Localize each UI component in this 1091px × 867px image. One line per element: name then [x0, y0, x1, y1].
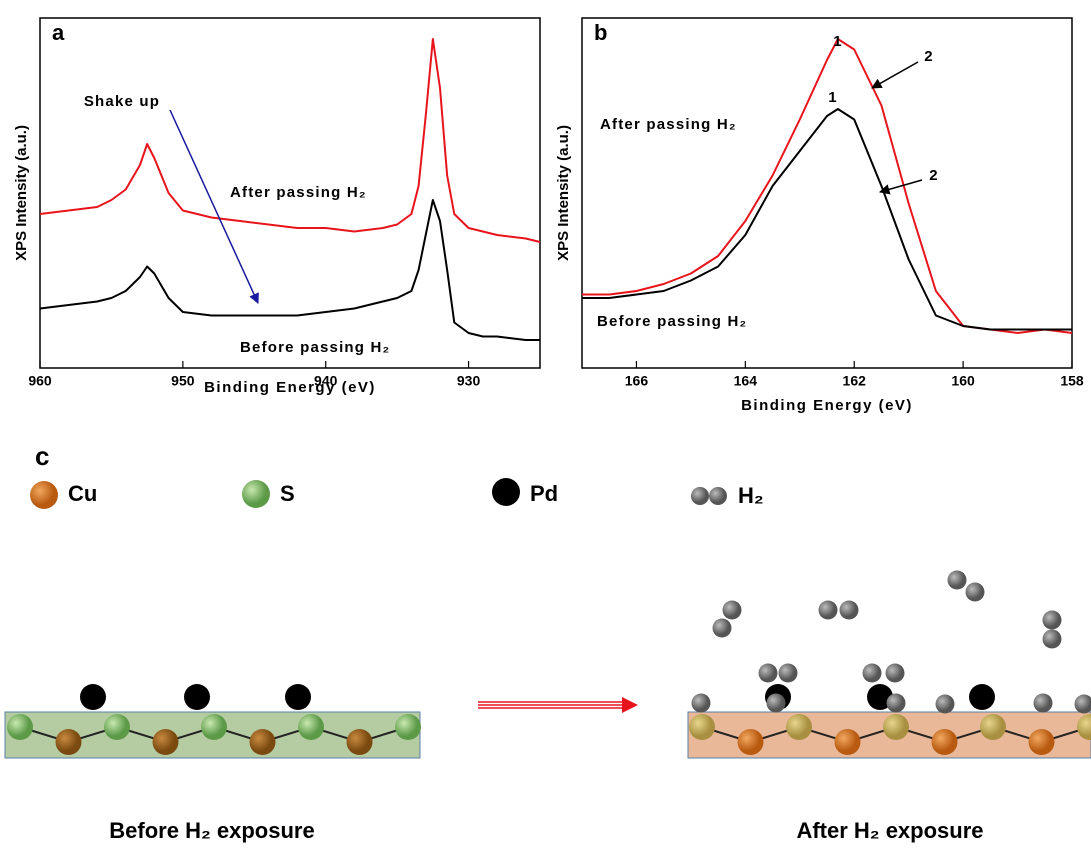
- h-atom: [759, 664, 778, 683]
- s-atom: [201, 714, 227, 740]
- annotation: 1: [833, 33, 843, 50]
- h-atom: [713, 619, 732, 638]
- h2-icon: [691, 487, 709, 505]
- pd-atom: [285, 684, 311, 710]
- spectrum-line: [40, 39, 540, 242]
- x-tick-label: 158: [1060, 373, 1084, 389]
- h-atom: [966, 583, 985, 602]
- h-atom: [767, 694, 786, 713]
- s-atom: [980, 714, 1006, 740]
- reaction-arrow: [478, 697, 638, 713]
- series-label: Before passing H₂: [240, 339, 390, 356]
- annotation: 1: [828, 89, 838, 106]
- legend-label: Pd: [530, 481, 558, 506]
- cu-atom: [835, 729, 861, 755]
- h-atom: [840, 601, 859, 620]
- legend-label: S: [280, 481, 295, 506]
- s-atom: [298, 714, 324, 740]
- cu-atom: [56, 729, 82, 755]
- x-tick-label: 164: [734, 373, 758, 389]
- spectrum-line: [40, 200, 540, 340]
- s-icon: [242, 480, 270, 508]
- x-axis-label: Binding Energy (eV): [741, 397, 913, 414]
- h-atom: [1034, 694, 1053, 713]
- h-atom: [948, 571, 967, 590]
- y-axis-label: XPS Intensity (a.u.): [555, 125, 572, 261]
- h-atom: [723, 601, 742, 620]
- panel-label: c: [35, 441, 49, 471]
- h-atom: [863, 664, 882, 683]
- x-tick-label: 930: [457, 373, 481, 389]
- legend-label: H₂: [738, 483, 764, 508]
- annotation-arrow: [880, 180, 922, 192]
- pd-atom: [969, 684, 995, 710]
- x-axis-label: Binding Energy (eV): [204, 379, 376, 396]
- panel-label: b: [594, 20, 607, 45]
- annotation-arrow: [170, 110, 258, 303]
- x-tick-label: 160: [951, 373, 975, 389]
- h2-icon: [709, 487, 727, 505]
- h-atom: [936, 695, 955, 714]
- annotation: 2: [924, 48, 934, 65]
- caption: Before H₂ exposure: [109, 818, 314, 843]
- panel-label: a: [52, 20, 65, 45]
- cu-atom: [932, 729, 958, 755]
- h-atom: [1075, 695, 1091, 714]
- s-atom: [104, 714, 130, 740]
- legend: Cu S Pd H₂: [30, 478, 764, 509]
- s-atom: [689, 714, 715, 740]
- annotation-arrow: [872, 62, 918, 88]
- pd-icon: [492, 478, 520, 506]
- s-atom: [786, 714, 812, 740]
- s-atom: [395, 714, 421, 740]
- spectrum-line: [582, 109, 1072, 330]
- h-atom: [886, 664, 905, 683]
- x-tick-label: 950: [171, 373, 195, 389]
- x-tick-label: 162: [843, 373, 867, 389]
- series-label: After passing H₂: [230, 184, 367, 201]
- y-axis-label: XPS Intensity (a.u.): [13, 125, 30, 261]
- x-tick-label: 960: [28, 373, 52, 389]
- x-tick-label: 166: [625, 373, 649, 389]
- cu-atom: [738, 729, 764, 755]
- pd-atom: [184, 684, 210, 710]
- s-atom: [7, 714, 33, 740]
- cu-atom: [347, 729, 373, 755]
- legend-label: Cu: [68, 481, 97, 506]
- h-atom: [887, 694, 906, 713]
- series-label: After passing H₂: [600, 116, 737, 133]
- cu-icon: [30, 481, 58, 509]
- h-atom: [692, 694, 711, 713]
- annotation: 2: [929, 167, 939, 184]
- h-atom: [1043, 630, 1062, 649]
- h-atom: [819, 601, 838, 620]
- cu-atom: [1029, 729, 1055, 755]
- s-atom: [883, 714, 909, 740]
- spectrum-line: [582, 39, 1072, 333]
- cu-atom: [250, 729, 276, 755]
- h-atom: [779, 664, 798, 683]
- pd-atom: [80, 684, 106, 710]
- annotation: Shake up: [84, 93, 160, 110]
- h-atom: [1043, 611, 1062, 630]
- caption: After H₂ exposure: [796, 818, 983, 843]
- series-label: Before passing H₂: [597, 313, 747, 330]
- cu-atom: [153, 729, 179, 755]
- figure: c Cu S Pd H₂ Before H₂ exposure After H₂…: [0, 0, 1091, 867]
